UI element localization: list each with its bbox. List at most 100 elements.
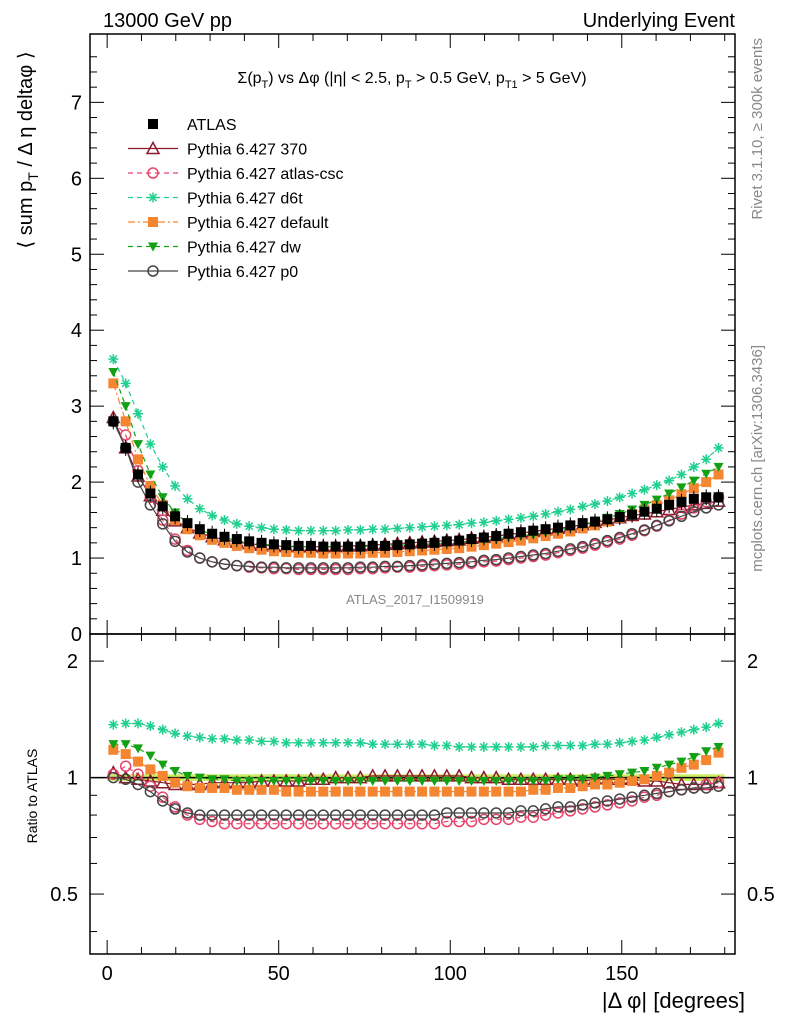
data-point-default <box>281 786 292 797</box>
data-point-d6t <box>590 739 601 750</box>
data-point-atlas-csc <box>564 805 577 817</box>
data-point-dw <box>491 776 502 786</box>
data-point-p0 <box>329 809 342 821</box>
data-point-d6t <box>268 736 279 747</box>
data-point-default <box>355 786 366 797</box>
data-point-dw <box>256 776 267 786</box>
data-point-d6t <box>503 514 514 525</box>
data-point-p0 <box>527 805 540 817</box>
data-point-ATLAS <box>478 532 489 543</box>
data-point-default <box>429 786 440 797</box>
data-point-default <box>639 774 650 785</box>
data-point-dw <box>528 776 539 786</box>
data-point-d6t-stroke <box>714 719 723 728</box>
data-point-p0 <box>329 562 342 574</box>
data-point-d6t <box>207 733 218 744</box>
data-point-p0 <box>317 809 330 821</box>
data-point-p0 <box>342 562 354 574</box>
data-point-p0 <box>366 809 379 821</box>
legend: ATLAS Pythia 6.427 370 Pythia 6.427 atlas-… <box>128 117 344 281</box>
series-d6t <box>108 718 724 752</box>
data-point-default <box>318 786 329 797</box>
data-point-default <box>503 786 514 797</box>
data-point-ATLAS <box>441 536 452 547</box>
data-point-ATLAS <box>256 537 267 548</box>
data-point-d6t-stroke <box>343 525 353 535</box>
data-point-ATLAS <box>528 525 539 536</box>
data-point-dw <box>429 776 440 786</box>
data-point-d6t-stroke <box>467 742 476 752</box>
data-point-p0 <box>515 805 527 817</box>
data-point-default <box>367 786 378 797</box>
data-point-d6t-stroke <box>393 740 402 749</box>
data-point-d6t <box>305 737 316 748</box>
legend-label-default: Pythia 6.427 default <box>187 215 329 232</box>
data-point-p0 <box>379 560 391 573</box>
data-point-atlas-csc <box>156 514 169 526</box>
data-point-d6t-stroke <box>220 734 229 743</box>
data-point-ATLAS <box>688 493 699 504</box>
data-point-dw <box>392 776 403 786</box>
data-point-p0 <box>651 787 663 800</box>
data-point-ATLAS <box>651 503 662 514</box>
data-point-p0 <box>181 546 194 558</box>
data-point-d6t-stroke <box>121 379 130 388</box>
data-point-default <box>651 770 662 781</box>
x-axis-label: |Δ φ| [degrees] <box>602 988 745 1013</box>
data-point-d6t-stroke <box>220 516 229 525</box>
data-point-p0 <box>404 809 416 821</box>
data-point-d6t <box>256 522 267 533</box>
data-point-p0 <box>502 807 515 819</box>
data-point-default <box>454 786 465 797</box>
data-point-d6t <box>627 736 638 747</box>
data-point-d6t <box>417 739 428 750</box>
ratio-y-tick-label-left: 0.5 <box>50 884 78 906</box>
data-point-d6t <box>540 509 551 519</box>
data-point-d6t-stroke <box>306 738 316 747</box>
data-point-dw <box>614 770 625 780</box>
data-point-default <box>120 416 131 427</box>
data-point-default <box>478 786 489 797</box>
data-point-dw <box>404 776 415 786</box>
data-point-default <box>268 784 279 795</box>
data-point-atlas-csc <box>613 797 626 809</box>
data-point-p0 <box>181 807 194 819</box>
data-point-dw <box>478 776 489 786</box>
data-point-d6t-stroke <box>702 455 711 464</box>
data-point-p0 <box>552 545 564 557</box>
data-point-ATLAS <box>207 528 218 539</box>
data-point-atlas-csc <box>576 803 589 815</box>
data-point-d6t <box>157 461 168 472</box>
data-point-ATLAS <box>157 501 168 512</box>
data-point-p0 <box>626 527 638 540</box>
data-point-d6t-stroke <box>405 523 414 532</box>
data-point-atlas-csc <box>552 807 564 819</box>
data-point-ATLAS <box>676 496 687 507</box>
data-point-d6t-stroke <box>529 742 538 752</box>
data-point-p0 <box>626 791 638 803</box>
data-point-p0 <box>391 560 404 573</box>
data-point-d6t <box>318 525 329 536</box>
x-tick-label: 50 <box>268 963 290 985</box>
legend-marker-p0 <box>147 265 159 277</box>
data-point-d6t-stroke <box>665 476 674 485</box>
legend-marker-default <box>148 217 158 227</box>
main-axis-ticks: 0 1 2 3 4 5 6 7 0 50 100 150 <box>71 34 735 985</box>
data-point-dw <box>688 476 699 486</box>
data-point-d6t <box>293 525 304 536</box>
data-point-dw <box>639 766 650 776</box>
x-tick-label: 150 <box>605 963 638 985</box>
data-point-370 <box>155 775 170 789</box>
data-point-d6t <box>540 740 551 751</box>
data-point-d6t-stroke <box>504 742 513 752</box>
data-point-default <box>120 749 131 760</box>
data-point-d6t-stroke <box>183 732 192 741</box>
data-point-default <box>552 782 563 793</box>
data-point-d6t-stroke <box>171 729 180 738</box>
mcplots-label: mcplots.cern.ch [arXiv:1306.3436] <box>749 345 766 572</box>
data-point-p0 <box>539 803 552 815</box>
legend-label-370: Pythia 6.427 370 <box>187 142 307 159</box>
data-point-p0 <box>527 549 540 561</box>
data-point-d6t-stroke <box>282 525 291 535</box>
